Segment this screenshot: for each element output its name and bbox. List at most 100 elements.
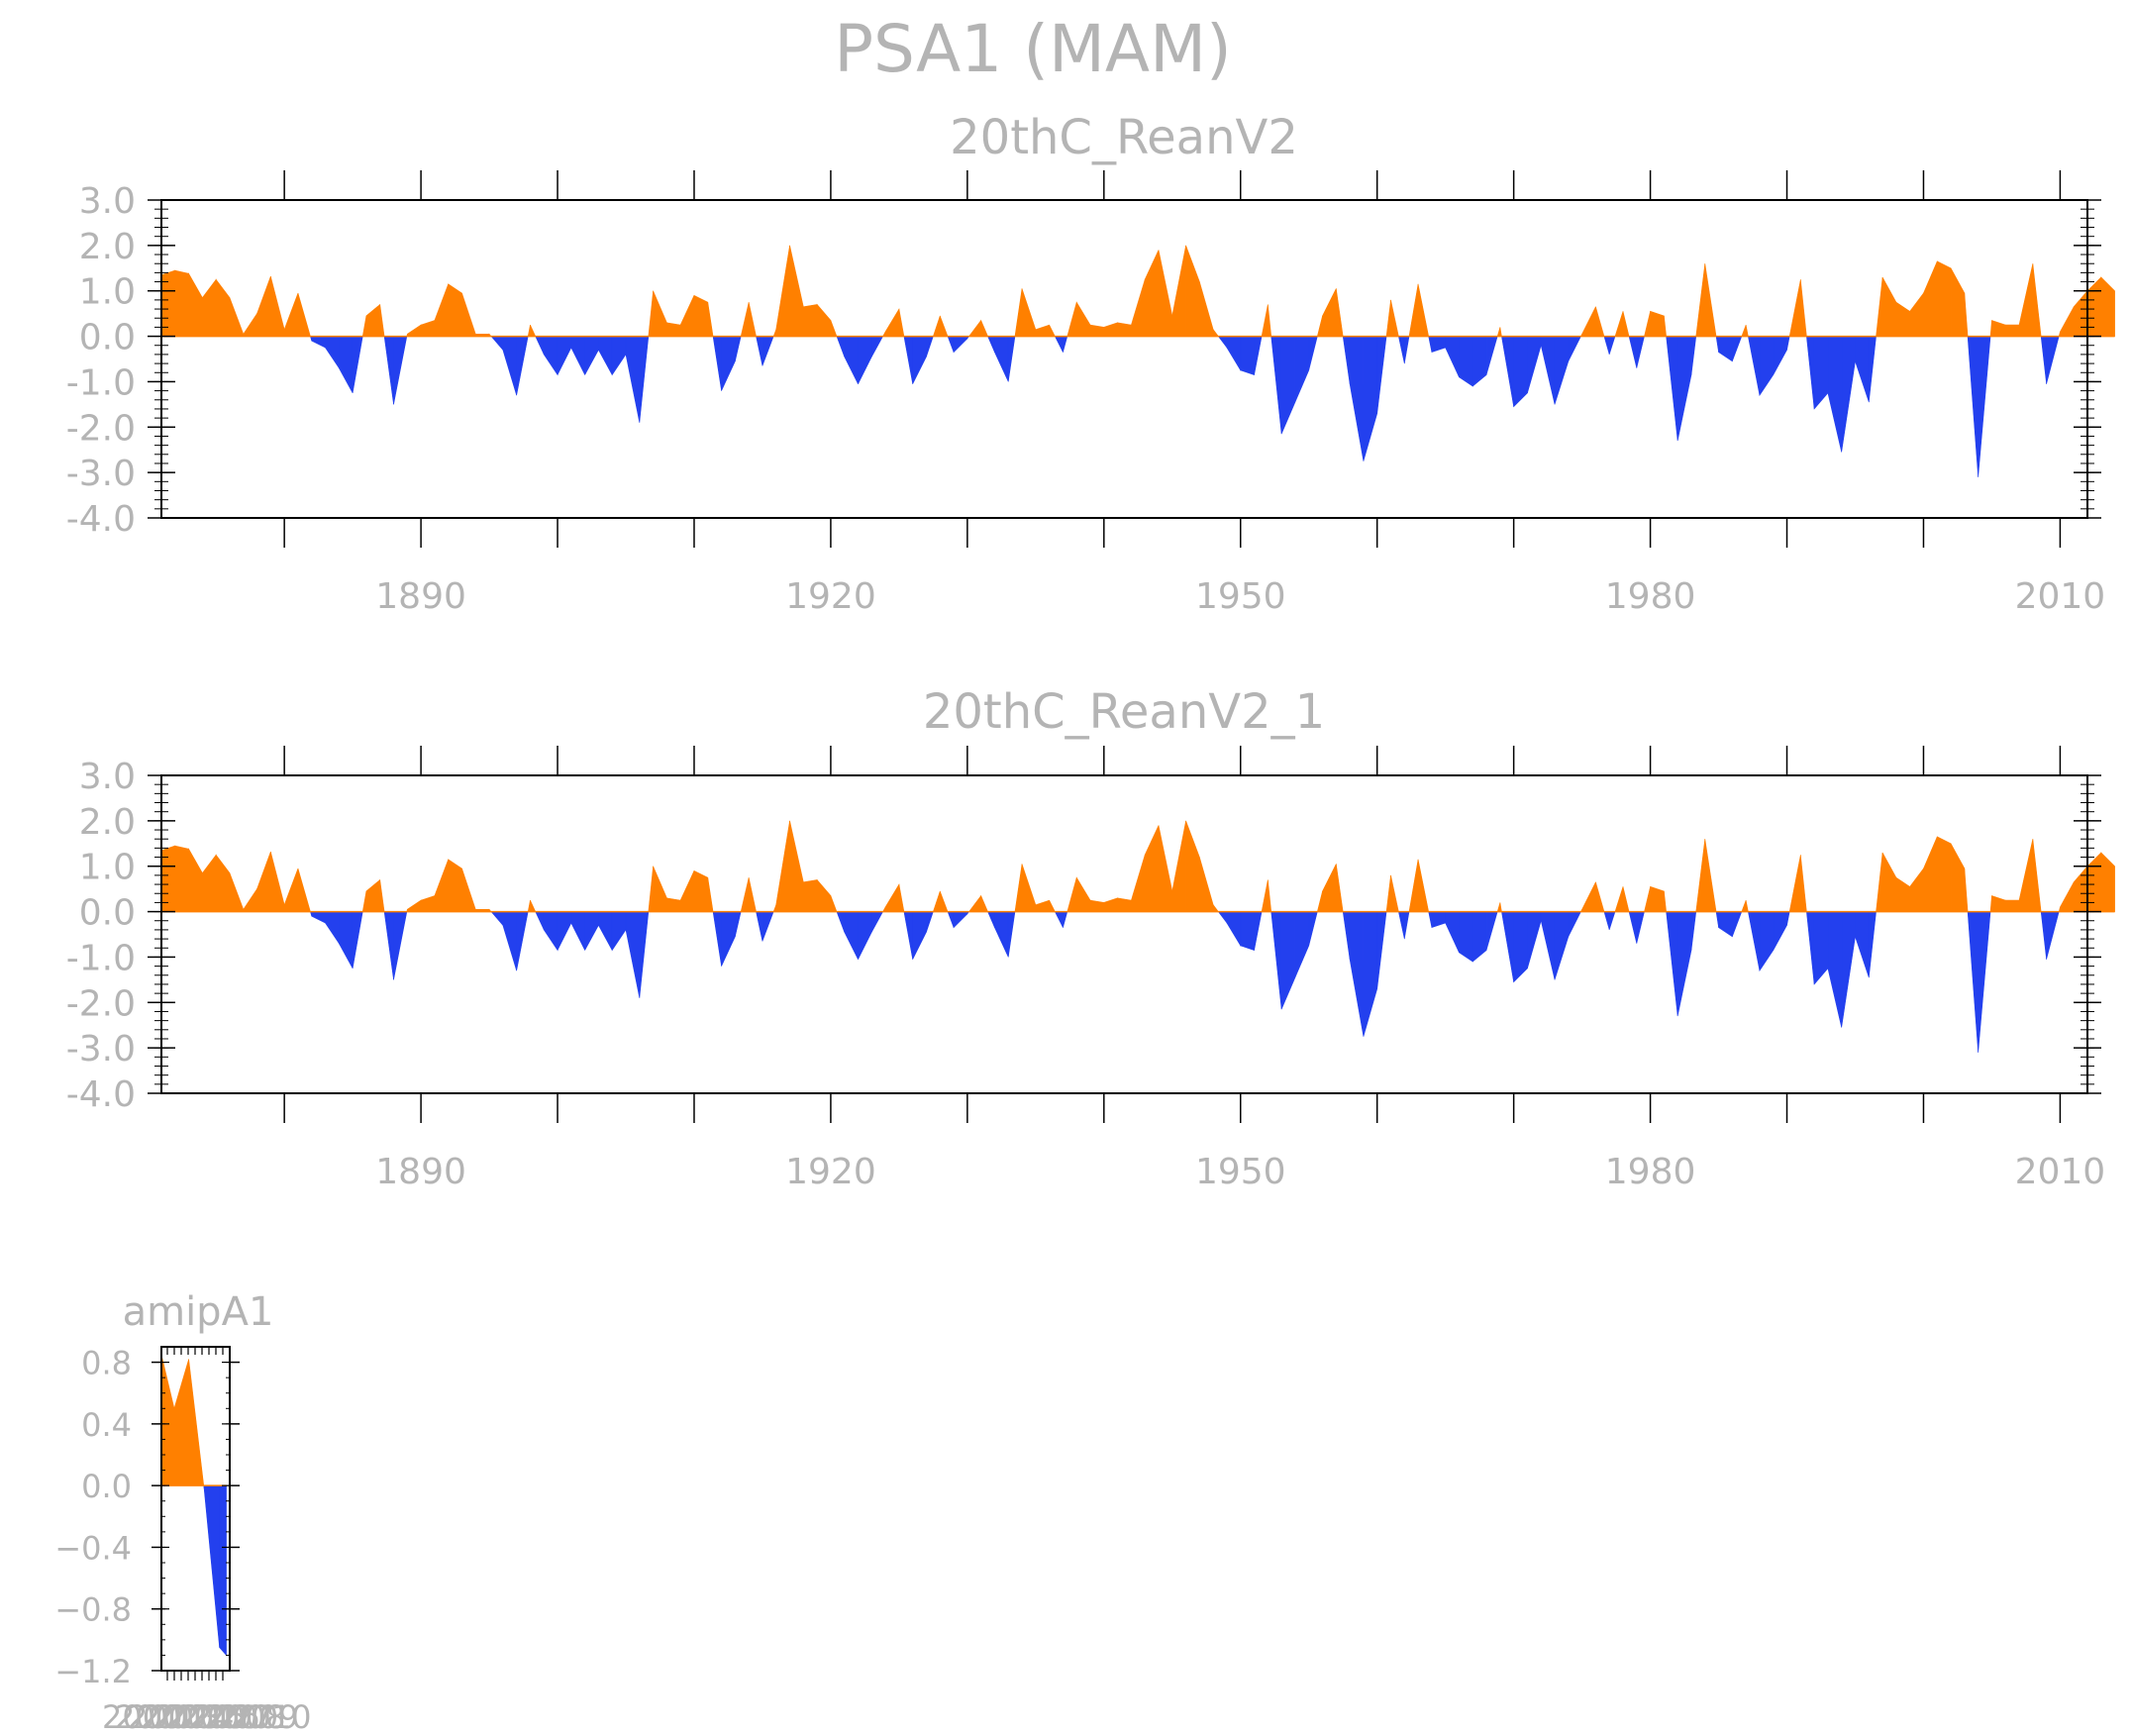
y-tick-label: 0.0 (79, 893, 136, 934)
positive-segment (1117, 322, 1132, 337)
negative-segment (1773, 911, 1787, 951)
positive-segment (270, 275, 285, 337)
positive-segment (740, 877, 750, 912)
negative-segment (1748, 336, 1761, 396)
positive-segment (215, 854, 231, 912)
positive-segment (1035, 324, 1050, 337)
positive-segment (2073, 289, 2088, 337)
positive-segment (1158, 825, 1173, 912)
negative-segment (1226, 911, 1242, 948)
x-tick-label: 2001 (115, 1698, 195, 1736)
negative-segment (994, 911, 1009, 958)
plot-frame (160, 199, 2088, 519)
positive-segment (174, 269, 189, 337)
positive-segment (229, 297, 245, 337)
negative-segment (1527, 336, 1542, 393)
negative-segment (1718, 911, 1733, 938)
negative-segment (1806, 911, 1815, 984)
negative-segment (1007, 911, 1016, 958)
positive-area (160, 1354, 205, 1486)
negative-segment (598, 336, 613, 375)
negative-segment (947, 911, 955, 928)
positive-segment (1171, 245, 1186, 337)
negative-segment (1759, 336, 1775, 397)
positive-segment (1261, 304, 1269, 337)
positive-segment (243, 312, 257, 337)
positive-segment (748, 302, 757, 337)
positive-segment (1075, 301, 1091, 337)
negative-segment (1813, 336, 1829, 410)
panel-20thc-reanv2: 20thC_ReanV2 3.0 2.0 1.0 0.0-1.0 -2.0 -3.0 -4.… (66, 110, 2115, 617)
positive-segment (816, 878, 832, 912)
negative-segment (1501, 336, 1514, 407)
positive-segment (2100, 276, 2115, 337)
positive-segment (461, 292, 476, 337)
negative-segment (1868, 911, 1877, 978)
negative-segment (584, 336, 599, 375)
negative-segment (761, 911, 774, 942)
negative-segment (1294, 336, 1310, 403)
positive-segment (361, 315, 367, 337)
positive-segment (188, 848, 203, 912)
positive-segment (1950, 267, 1966, 337)
negative-segment (947, 336, 955, 353)
negative-segment (1978, 336, 1991, 477)
negative-segment (1603, 911, 1610, 930)
negative-segment (1063, 336, 1068, 353)
negative-segment (325, 911, 340, 945)
positive-segment (406, 324, 422, 337)
positive-segment (1622, 886, 1630, 912)
negative-segment (858, 336, 872, 384)
positive-segment (1390, 299, 1399, 337)
axis-ticks: 0.8 0.4 0.0 −0.4 −0.8 −1.2 2000200120022003200… (54, 1345, 311, 1736)
negative-segment (570, 336, 585, 375)
negative-segment (1748, 911, 1761, 971)
negative-segment (1501, 911, 1514, 982)
y-tick-label: -1.0 (66, 938, 136, 978)
positive-segment (648, 866, 654, 912)
negative-segment (1226, 336, 1242, 372)
positive-segment (1936, 260, 1952, 337)
negative-segment (1376, 911, 1387, 989)
positive-segment (772, 329, 777, 337)
negative-segment (1636, 911, 1645, 944)
negative-segment (1513, 336, 1528, 408)
positive-segment (693, 869, 709, 912)
positive-segment (527, 325, 531, 337)
negative-segment (903, 911, 913, 960)
negative-segment (1554, 336, 1570, 405)
positive-segment (932, 315, 941, 337)
negative-segment (912, 911, 927, 960)
positive-segment (448, 859, 462, 912)
positive-area (160, 820, 2115, 912)
positive-segment (1650, 310, 1665, 337)
positive-segment (1876, 852, 1883, 912)
negative-segment (1398, 911, 1405, 940)
negative-segment (844, 911, 859, 960)
negative-segment (611, 911, 627, 952)
positive-segment (1049, 899, 1056, 912)
positive-segment (160, 845, 176, 912)
positive-segment (830, 320, 838, 337)
positive-segment (420, 895, 436, 912)
y-tick-label: 2.0 (79, 802, 136, 843)
negative-segment (2040, 336, 2047, 384)
negative-segment (1342, 911, 1351, 960)
negative-segment (1608, 911, 1616, 931)
positive-segment (1644, 886, 1651, 912)
negative-segment (953, 911, 968, 929)
negative-segment (1445, 911, 1460, 953)
negative-segment (735, 336, 742, 361)
negative-segment (490, 336, 504, 352)
positive-segment (648, 290, 654, 337)
negative-segment (1431, 336, 1446, 354)
negative-segment (1827, 911, 1843, 1028)
positive-segment (1881, 852, 1897, 912)
panel-amipa1: amipA1 0.8 0.4 0.0 −0.4 −0.8 −1.2 200020012002… (54, 1289, 311, 1736)
negative-segment (1472, 336, 1487, 387)
positive-segment (1336, 288, 1344, 337)
positive-segment (1964, 292, 1969, 337)
negative-segment (383, 336, 394, 405)
positive-segment (1185, 820, 1200, 912)
negative-segment (1554, 911, 1570, 980)
